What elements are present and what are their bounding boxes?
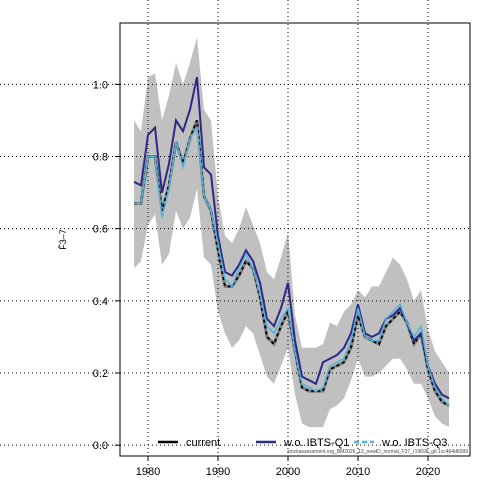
- series-line-wo-ibts-q1: [133, 76, 450, 400]
- x-tick-label: 2010: [346, 466, 370, 478]
- legend: current w.o. IBTS-Q1 w.o. IBTS-Q3: [158, 437, 447, 449]
- axis-layer: 0.0 0.2 0.4 0.6 0.8 1.0 1980 1990 2000 2010 2020: [93, 79, 441, 478]
- legend-label-wo-ibts-q1: w.o. IBTS-Q1: [283, 437, 349, 449]
- legend-label-current: current: [186, 437, 220, 449]
- confidence-band: [134, 37, 449, 428]
- y-tick-label: 0.8: [93, 152, 108, 164]
- y-tick-label: 0.0: [93, 440, 108, 452]
- x-tick-label: 1980: [136, 466, 160, 478]
- series-line-wo-ibts-q3: [134, 125, 450, 407]
- legend-label-wo-ibts-q3: w.o. IBTS-Q3: [381, 437, 447, 449]
- y-axis-label: F̄3–7: [58, 229, 68, 250]
- source-note: stockassessment.org_BM2026_12_newID_norm…: [287, 449, 468, 455]
- grid-layer: [0, 0, 470, 480]
- plot-frame: [119, 22, 471, 457]
- y-tick-label: 0.2: [93, 368, 108, 380]
- x-tick-label: 2000: [276, 466, 300, 478]
- y-tick-label: 1.0: [93, 79, 108, 91]
- y-tick-label: 0.6: [93, 224, 108, 236]
- y-tick-label: 0.4: [93, 296, 108, 308]
- confidence-band-layer: [134, 37, 449, 428]
- series-layer: [133, 76, 450, 407]
- x-tick-label: 2020: [416, 466, 440, 478]
- x-tick-label: 1990: [206, 466, 230, 478]
